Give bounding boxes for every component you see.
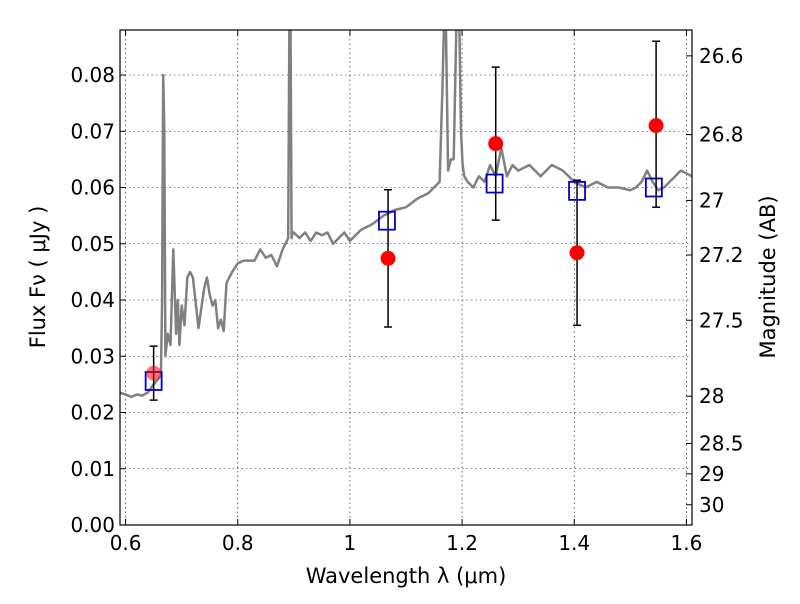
y-tick-label: 0.05 [70, 232, 115, 256]
y-tick-label: 0.01 [70, 457, 115, 481]
mag-tick-label: 27.2 [699, 243, 744, 267]
y-tick-label: 0.04 [70, 288, 115, 312]
mag-tick-label: 30 [699, 493, 724, 517]
model-square [378, 210, 396, 231]
axis-ticks: 0.6 0.8 1 1.2 1.4 1.6 0.00 0.01 0.02 0.03 0.04 0.05… [70, 30, 744, 555]
x-tick-label: 0.6 [110, 531, 142, 555]
observed-point [488, 136, 504, 152]
y-tick-label: 0.07 [70, 119, 115, 143]
model-square [644, 177, 663, 198]
observed-point [380, 250, 396, 266]
y-tick-label: 0.02 [70, 401, 115, 425]
x-tick-label: 1.2 [446, 531, 478, 555]
mag-tick-label: 26.6 [699, 44, 744, 68]
observed-point [569, 245, 585, 261]
spectrum-line [120, 30, 692, 399]
x-tick-label: 1.6 [670, 531, 702, 555]
x-tick-label: 1.4 [558, 531, 590, 555]
observed-point [146, 365, 162, 381]
mag-tick-label: 26.8 [699, 123, 744, 147]
x-tick-label: 0.8 [222, 531, 254, 555]
mag-tick-label: 27 [699, 188, 724, 212]
y-axis-label: Flux Fν ( μJy ) [26, 206, 50, 349]
plot-data [120, 30, 692, 401]
model-square [568, 180, 586, 201]
y2-axis-label: Magnitude (AB) [756, 195, 780, 358]
plot-frame [119, 29, 693, 526]
x-tick-label: 1 [344, 531, 357, 555]
y-tick-label: 0.00 [70, 513, 115, 537]
y-tick-label: 0.06 [70, 176, 115, 200]
mag-tick-label: 27.5 [699, 308, 744, 332]
x-axis-label: Wavelength λ (μm) [306, 564, 507, 588]
mag-tick-label: 28.5 [699, 431, 744, 455]
y-tick-label: 0.08 [70, 63, 115, 87]
model-square [485, 173, 504, 194]
y-tick-label: 0.03 [70, 344, 115, 368]
mag-tick-label: 28 [699, 384, 724, 408]
observed-point [648, 118, 664, 134]
mag-tick-label: 29 [699, 462, 724, 486]
